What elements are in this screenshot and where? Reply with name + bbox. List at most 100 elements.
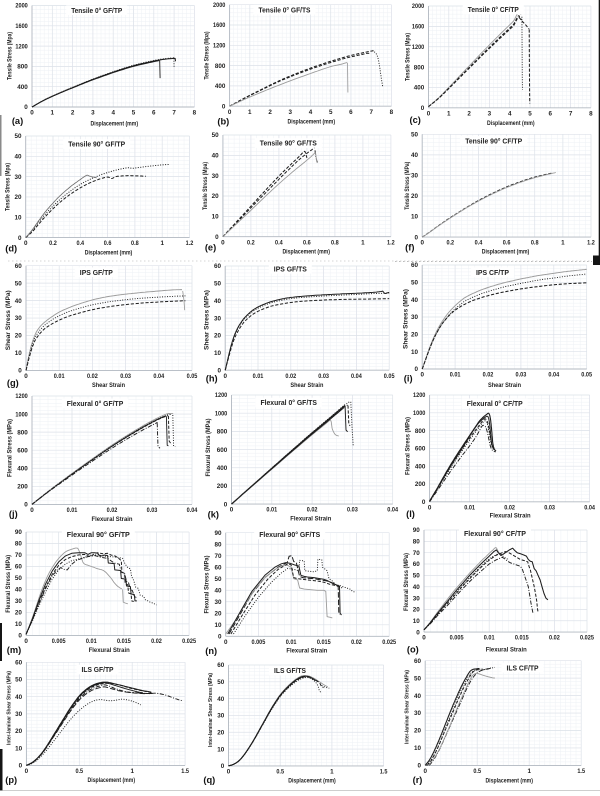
- svg-text:0.5: 0.5: [276, 769, 284, 776]
- svg-text:10: 10: [15, 350, 23, 357]
- svg-text:0.03: 0.03: [516, 372, 527, 379]
- svg-text:0.8: 0.8: [131, 240, 139, 247]
- svg-text:10: 10: [217, 746, 225, 753]
- svg-text:0.2: 0.2: [49, 240, 57, 247]
- svg-text:0.02: 0.02: [151, 638, 162, 645]
- svg-text:Flexural Strain: Flexural Strain: [490, 513, 531, 520]
- svg-text:Flexural Strain: Flexural Strain: [92, 516, 133, 523]
- svg-text:70: 70: [214, 553, 222, 560]
- svg-text:40: 40: [15, 298, 23, 305]
- svg-text:0.02: 0.02: [483, 372, 494, 379]
- svg-text:IPS GF/TS: IPS GF/TS: [274, 264, 307, 273]
- svg-text:0.03: 0.03: [318, 373, 329, 380]
- svg-text:0: 0: [223, 373, 227, 380]
- svg-text:90: 90: [214, 530, 222, 537]
- svg-text:0.04: 0.04: [548, 372, 559, 379]
- svg-text:(f): (f): [405, 243, 414, 253]
- svg-text:1: 1: [51, 110, 55, 117]
- svg-text:800: 800: [215, 63, 226, 70]
- svg-text:Flexural Stress (MPa): Flexural Stress (MPa): [5, 555, 12, 613]
- svg-text:2000: 2000: [213, 2, 226, 9]
- svg-text:0: 0: [414, 366, 418, 373]
- svg-text:Flexural 0° GF/TP: Flexural 0° GF/TP: [67, 399, 124, 408]
- svg-text:Displacement (mm): Displacement (mm): [88, 777, 136, 784]
- svg-text:10: 10: [411, 214, 419, 221]
- svg-text:0: 0: [24, 502, 28, 509]
- svg-text:50: 50: [217, 679, 225, 686]
- svg-text:Shear Strain: Shear Strain: [488, 382, 521, 389]
- svg-text:Displacement (mm): Displacement (mm): [485, 778, 533, 785]
- svg-text:(e): (e): [205, 243, 216, 253]
- svg-text:30: 30: [14, 174, 22, 181]
- svg-text:40: 40: [14, 154, 22, 161]
- svg-text:Flexural Strain: Flexural Strain: [486, 646, 527, 653]
- svg-text:1: 1: [527, 768, 531, 775]
- svg-text:30: 30: [15, 711, 23, 718]
- svg-text:10: 10: [214, 350, 222, 357]
- svg-text:0: 0: [30, 110, 34, 117]
- svg-text:0.4: 0.4: [275, 239, 283, 246]
- svg-text:5: 5: [329, 109, 333, 116]
- svg-text:0: 0: [218, 634, 222, 641]
- svg-text:40: 40: [413, 584, 421, 591]
- svg-text:0: 0: [215, 234, 219, 241]
- svg-text:50: 50: [411, 132, 419, 139]
- svg-text:10: 10: [15, 745, 23, 752]
- svg-text:30: 30: [214, 599, 222, 606]
- svg-text:Tensile Stress (Mpa): Tensile Stress (Mpa): [6, 163, 12, 211]
- svg-text:Shear Stress (MPa): Shear Stress (MPa): [5, 290, 12, 350]
- svg-text:0: 0: [421, 105, 425, 112]
- svg-text:0: 0: [24, 373, 28, 380]
- svg-text:0.6: 0.6: [503, 240, 511, 247]
- svg-text:800: 800: [414, 64, 425, 71]
- svg-text:(r): (r): [413, 775, 423, 785]
- svg-text:1: 1: [130, 768, 134, 775]
- svg-text:0.04: 0.04: [153, 373, 164, 380]
- svg-text:70: 70: [15, 552, 23, 559]
- svg-text:Displacement (mm): Displacement (mm): [85, 250, 133, 257]
- svg-text:0: 0: [24, 104, 28, 111]
- svg-text:3: 3: [91, 110, 95, 117]
- svg-text:50: 50: [411, 280, 419, 287]
- svg-text:Inter-laminar Shear Stress (MP: Inter-laminar Shear Stress (MPa): [7, 671, 13, 745]
- svg-text:80: 80: [214, 541, 222, 548]
- svg-text:30: 30: [15, 598, 23, 605]
- svg-text:0.02: 0.02: [285, 373, 296, 380]
- svg-text:0: 0: [420, 372, 424, 379]
- svg-text:0.015: 0.015: [515, 635, 529, 642]
- svg-text:Tensile Stress (MPa): Tensile Stress (MPa): [405, 162, 411, 210]
- svg-text:40: 40: [214, 298, 222, 305]
- svg-text:0.025: 0.025: [182, 638, 196, 645]
- svg-text:10: 10: [212, 214, 220, 221]
- svg-text:8: 8: [589, 110, 593, 117]
- svg-text:20: 20: [15, 333, 23, 340]
- svg-text:10: 10: [413, 618, 421, 625]
- svg-text:0: 0: [224, 501, 228, 508]
- svg-text:(c): (c): [410, 115, 421, 125]
- svg-text:30: 30: [217, 713, 225, 720]
- svg-text:20: 20: [15, 610, 23, 617]
- svg-text:8: 8: [193, 110, 197, 117]
- svg-text:Displacement (mm): Displacement (mm): [282, 249, 330, 256]
- svg-text:Flexural Stress (MPa): Flexural Stress (MPa): [405, 417, 412, 475]
- svg-text:0: 0: [18, 368, 22, 375]
- svg-text:0.01: 0.01: [253, 373, 264, 380]
- svg-text:(k): (k): [208, 510, 219, 520]
- svg-text:0.4: 0.4: [475, 240, 483, 247]
- svg-text:90: 90: [15, 529, 23, 536]
- svg-text:60: 60: [15, 660, 23, 667]
- svg-text:1600: 1600: [213, 22, 226, 29]
- svg-text:20: 20: [411, 332, 419, 339]
- svg-text:0.05: 0.05: [384, 373, 395, 380]
- svg-text:0.01: 0.01: [266, 507, 277, 514]
- svg-text:0.05: 0.05: [187, 373, 198, 380]
- svg-text:60: 60: [214, 564, 222, 571]
- svg-text:3: 3: [488, 110, 492, 117]
- svg-text:(i): (i): [404, 374, 413, 384]
- svg-text:(b): (b): [217, 116, 229, 126]
- svg-text:0.4: 0.4: [76, 240, 84, 247]
- svg-text:0: 0: [427, 110, 431, 117]
- svg-text:600: 600: [217, 447, 228, 454]
- svg-text:60: 60: [15, 564, 23, 571]
- svg-text:Flexural Stress (MPa): Flexural Stress (MPa): [204, 556, 211, 614]
